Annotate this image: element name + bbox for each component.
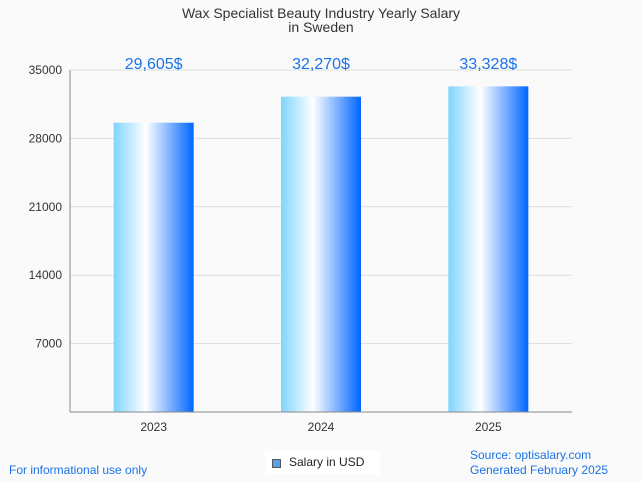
y-tick-label: 7000 <box>35 337 62 351</box>
legend-swatch <box>272 459 281 468</box>
legend: Salary in USD <box>265 451 380 475</box>
data-label: 29,605$ <box>125 56 183 73</box>
chart-title-line2: in Sweden <box>288 19 353 35</box>
y-tick-label: 35000 <box>29 63 63 77</box>
x-tick-label: 2025 <box>475 420 502 434</box>
bar-2024 <box>281 96 361 413</box>
chart-title-line1: Wax Specialist Beauty Industry Yearly Sa… <box>182 5 460 21</box>
x-tick-label: 2024 <box>308 420 335 434</box>
legend-label: Salary in USD <box>289 455 365 469</box>
y-tick-label: 21000 <box>29 200 63 214</box>
bar-2023 <box>113 122 194 412</box>
bar-2025 <box>448 86 529 412</box>
generated-date: Generated February 2025 <box>470 463 609 477</box>
data-label: 32,270$ <box>292 56 350 73</box>
y-tick-label: 28000 <box>29 131 63 145</box>
data-label: 33,328$ <box>459 56 517 73</box>
x-tick-label: 2023 <box>140 420 167 434</box>
disclaimer: For informational use only <box>9 463 148 477</box>
y-tick-label: 14000 <box>29 268 63 282</box>
source-link[interactable]: Source: optisalary.com <box>470 448 592 462</box>
